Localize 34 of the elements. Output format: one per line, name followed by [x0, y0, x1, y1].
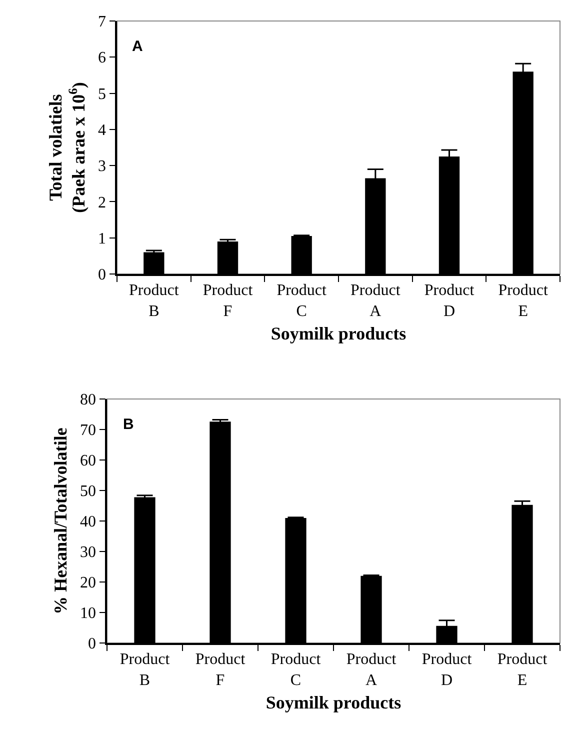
x-tick-label: Product B: [129, 282, 180, 320]
x-tick-label: Product C: [270, 650, 322, 689]
y-tick-label: 6: [98, 50, 106, 67]
y-tick-label: 40: [80, 514, 96, 531]
y-tick-label: 7: [98, 14, 106, 31]
y-axis-title: % Hexanal/Totalvolatile: [50, 428, 71, 614]
x-axis-title: Soymilk products: [270, 323, 406, 344]
y-tick-label: 30: [80, 544, 96, 562]
annotation: B: [123, 416, 134, 433]
y-tick-label: 2: [98, 194, 106, 212]
y-tick-label: 3: [98, 158, 106, 176]
x-tick-label: Product F: [195, 650, 246, 689]
x-axis-title: Soymilk products: [266, 692, 402, 712]
x-tick-label: Product D: [424, 282, 475, 320]
y-tick-label: 0: [98, 266, 106, 284]
y-tick-label: 1: [98, 230, 106, 248]
x-tick-label: Product A: [346, 650, 397, 689]
y-tick-label: 80: [80, 392, 96, 409]
y-tick-label: 5: [98, 86, 106, 103]
y-tick-label: 10: [80, 605, 96, 622]
x-tick-label: Product B: [120, 650, 170, 689]
x-tick-label: Product C: [276, 282, 328, 320]
y-tick-label: 60: [80, 452, 96, 470]
x-tick-label: Product A: [350, 282, 401, 320]
x-tick-label: Product E: [498, 282, 549, 320]
x-tick-label: Product F: [202, 282, 254, 320]
y-tick-label: 4: [98, 122, 106, 140]
annotation: A: [132, 38, 143, 55]
x-tick-label: Product E: [497, 650, 548, 689]
y-tick-label: 70: [80, 422, 96, 440]
y-tick-label: 0: [88, 636, 96, 653]
y-tick-label: 20: [80, 574, 96, 592]
x-tick-label: Product D: [422, 650, 472, 689]
y-tick-label: 50: [80, 483, 96, 500]
